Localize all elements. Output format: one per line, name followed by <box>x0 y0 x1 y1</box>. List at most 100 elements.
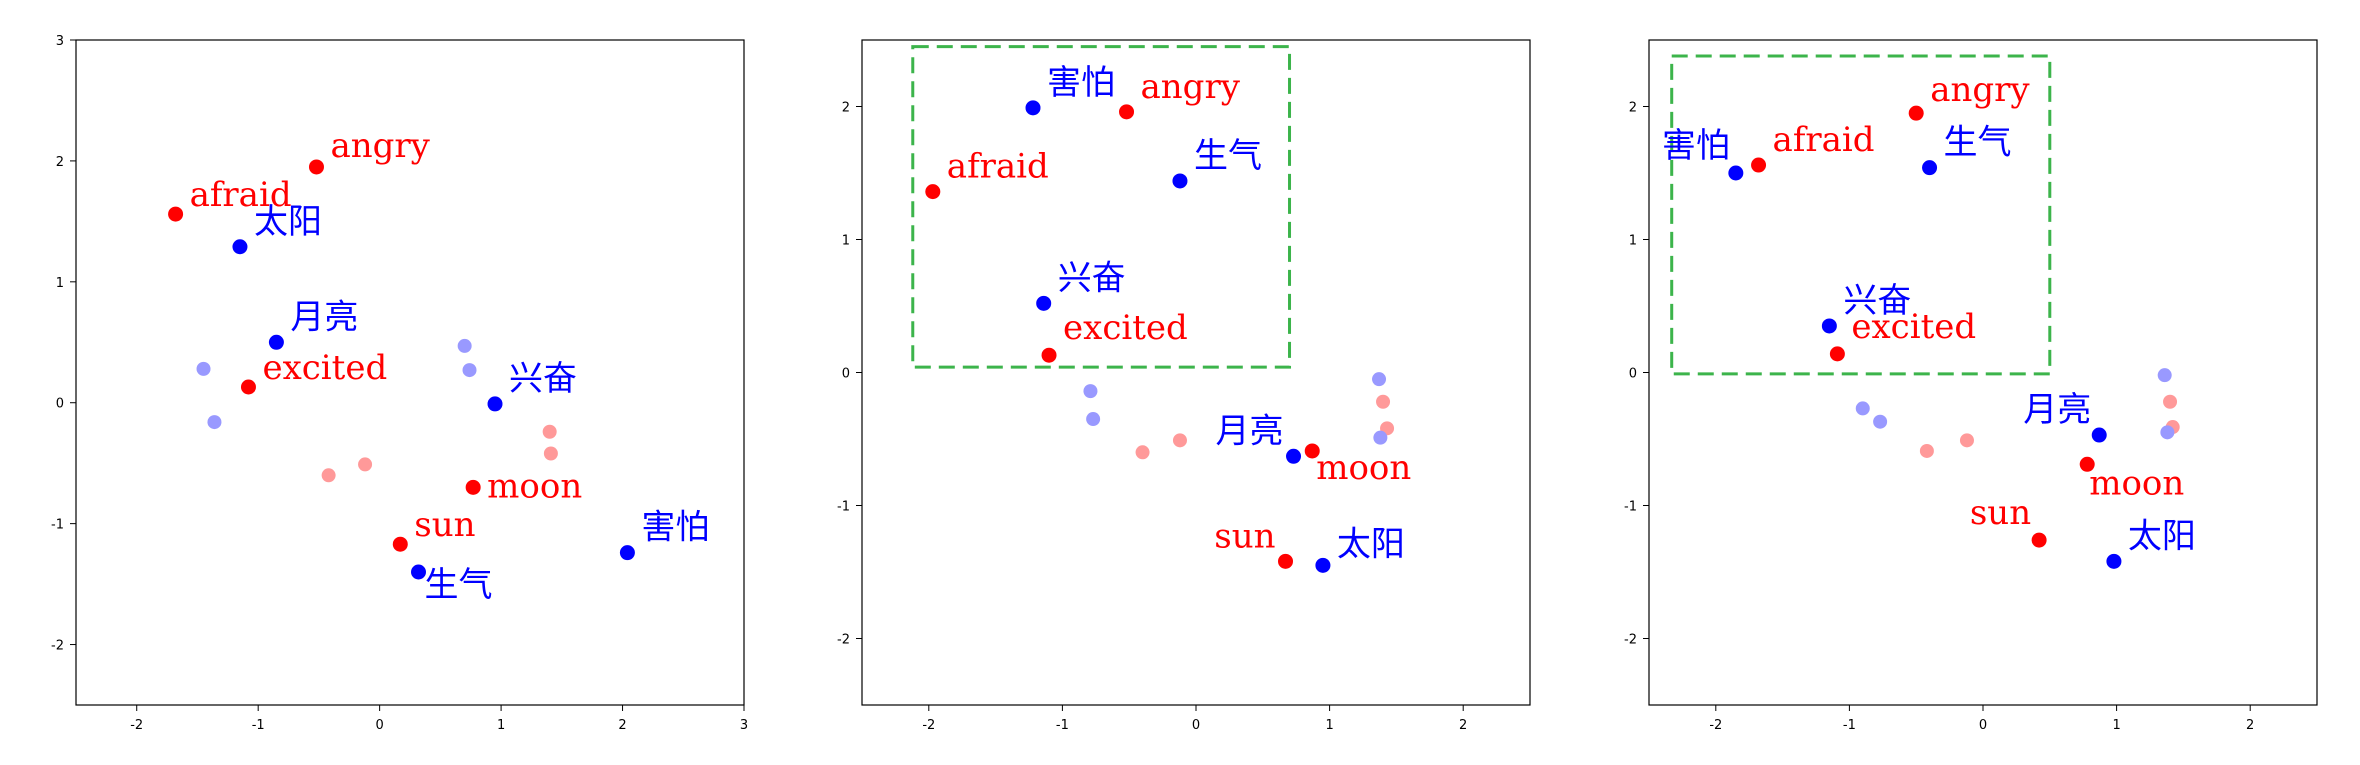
label-兴奋: 兴奋 <box>509 359 577 399</box>
faded-point <box>207 415 222 430</box>
label-sun: sun <box>1214 516 1275 556</box>
point-sun <box>1278 553 1294 569</box>
point-sun <box>392 536 408 552</box>
x-tick-label: 1 <box>2112 718 2120 733</box>
x-tick-label: -1 <box>1056 718 1069 733</box>
point-afraid <box>168 206 184 222</box>
label-angry: angry <box>330 126 430 166</box>
point-害怕 <box>1728 165 1744 181</box>
point-兴奋 <box>1036 295 1052 311</box>
point-月亮 <box>2091 427 2107 443</box>
y-tick-label: 1 <box>56 276 64 291</box>
axes-frame <box>75 39 745 706</box>
point-兴奋 <box>1821 318 1837 334</box>
faded-point <box>1855 401 1870 416</box>
point-angry <box>1908 105 1924 121</box>
point-害怕 <box>619 545 635 561</box>
faded-point <box>196 361 211 376</box>
faded-point <box>1172 433 1187 448</box>
point-月亮 <box>1286 448 1302 464</box>
x-tick-label: -2 <box>922 718 935 733</box>
faded-point <box>1873 414 1888 429</box>
y-tick-label: -1 <box>837 500 850 515</box>
faded-point <box>543 446 558 461</box>
point-生气 <box>1172 173 1188 189</box>
y-tick-label: 2 <box>1629 101 1637 116</box>
label-月亮: 月亮 <box>290 297 358 337</box>
point-moon <box>465 479 481 495</box>
y-tick-label: -2 <box>837 633 850 648</box>
faded-point <box>321 468 336 483</box>
y-tick-label: 2 <box>56 155 64 170</box>
point-excited <box>1041 347 1057 363</box>
faded-point <box>1135 445 1150 460</box>
point-太阳 <box>232 239 248 255</box>
label-moon: moon <box>487 466 582 506</box>
label-太阳: 太阳 <box>1337 524 1405 564</box>
y-tick-label: 1 <box>842 234 850 249</box>
faded-point <box>1086 412 1101 427</box>
x-tick-label: 2 <box>618 718 626 733</box>
faded-point <box>462 363 477 378</box>
y-tick-label: 3 <box>56 34 64 49</box>
scatter-panel-1: -2 -1 0 1 2 3 -2 -1 0 1 2 3 angry afraid excited moonsu… <box>51 34 748 733</box>
faded-point <box>1373 430 1388 445</box>
label-月亮: 月亮 <box>1216 411 1284 451</box>
y-tick-label: -1 <box>1624 500 1637 515</box>
faded-point <box>1919 443 1934 458</box>
faded-point <box>2163 394 2178 409</box>
label-害怕: 害怕 <box>1662 126 1730 166</box>
label-生气: 生气 <box>425 565 493 605</box>
label-excited: excited <box>1063 308 1188 348</box>
label-生气: 生气 <box>1944 123 2012 163</box>
faded-point <box>2157 368 2172 383</box>
x-tick-label: 0 <box>1192 718 1200 733</box>
point-moon <box>1304 443 1320 459</box>
faded-point <box>1376 394 1391 409</box>
faded-point <box>1372 372 1387 387</box>
point-moon <box>2079 456 2095 472</box>
x-tick-label: -2 <box>130 718 143 733</box>
point-excited <box>1829 346 1845 362</box>
point-angry <box>308 159 324 175</box>
y-tick-label: 2 <box>842 101 850 116</box>
label-excited: excited <box>262 348 387 388</box>
point-sun <box>2031 532 2047 548</box>
highlight-box <box>911 45 1292 369</box>
label-兴奋: 兴奋 <box>1058 258 1126 298</box>
x-tick-label: 3 <box>740 718 748 733</box>
scatter-panel-2: -2 -1 0 1 2 -2 -1 0 1 2 angry afraid excited moon sun 害… <box>837 39 1531 733</box>
x-tick-label: -1 <box>252 718 265 733</box>
label-月亮: 月亮 <box>2023 390 2091 430</box>
label-moon: moon <box>1316 448 1411 488</box>
label-angry: angry <box>1141 67 1241 107</box>
point-兴奋 <box>487 396 503 412</box>
label-sun: sun <box>414 505 475 545</box>
point-生气 <box>1922 160 1938 176</box>
x-tick-label: 1 <box>497 718 505 733</box>
point-太阳 <box>2106 553 2122 569</box>
point-害怕 <box>1025 100 1041 116</box>
label-afraid: afraid <box>190 175 292 215</box>
x-tick-label: 2 <box>2246 718 2254 733</box>
x-tick-label: 1 <box>1325 718 1333 733</box>
x-tick-label: 2 <box>1459 718 1467 733</box>
x-tick-label: -2 <box>1709 718 1722 733</box>
label-angry: angry <box>1930 70 2030 110</box>
point-太阳 <box>1315 557 1331 573</box>
y-tick-label: -2 <box>1624 633 1637 648</box>
label-害怕: 害怕 <box>1047 63 1115 103</box>
label-害怕: 害怕 <box>641 508 709 548</box>
faded-point <box>542 424 557 439</box>
label-moon: moon <box>2089 463 2184 503</box>
y-tick-label: 1 <box>1629 234 1637 249</box>
point-生气 <box>411 564 427 580</box>
x-tick-label: -1 <box>1843 718 1856 733</box>
y-tick-label: 0 <box>842 367 850 382</box>
y-tick-label: -1 <box>51 518 64 533</box>
faded-point <box>1959 433 1974 448</box>
faded-point <box>2160 425 2175 440</box>
y-tick-label: -2 <box>51 639 64 654</box>
